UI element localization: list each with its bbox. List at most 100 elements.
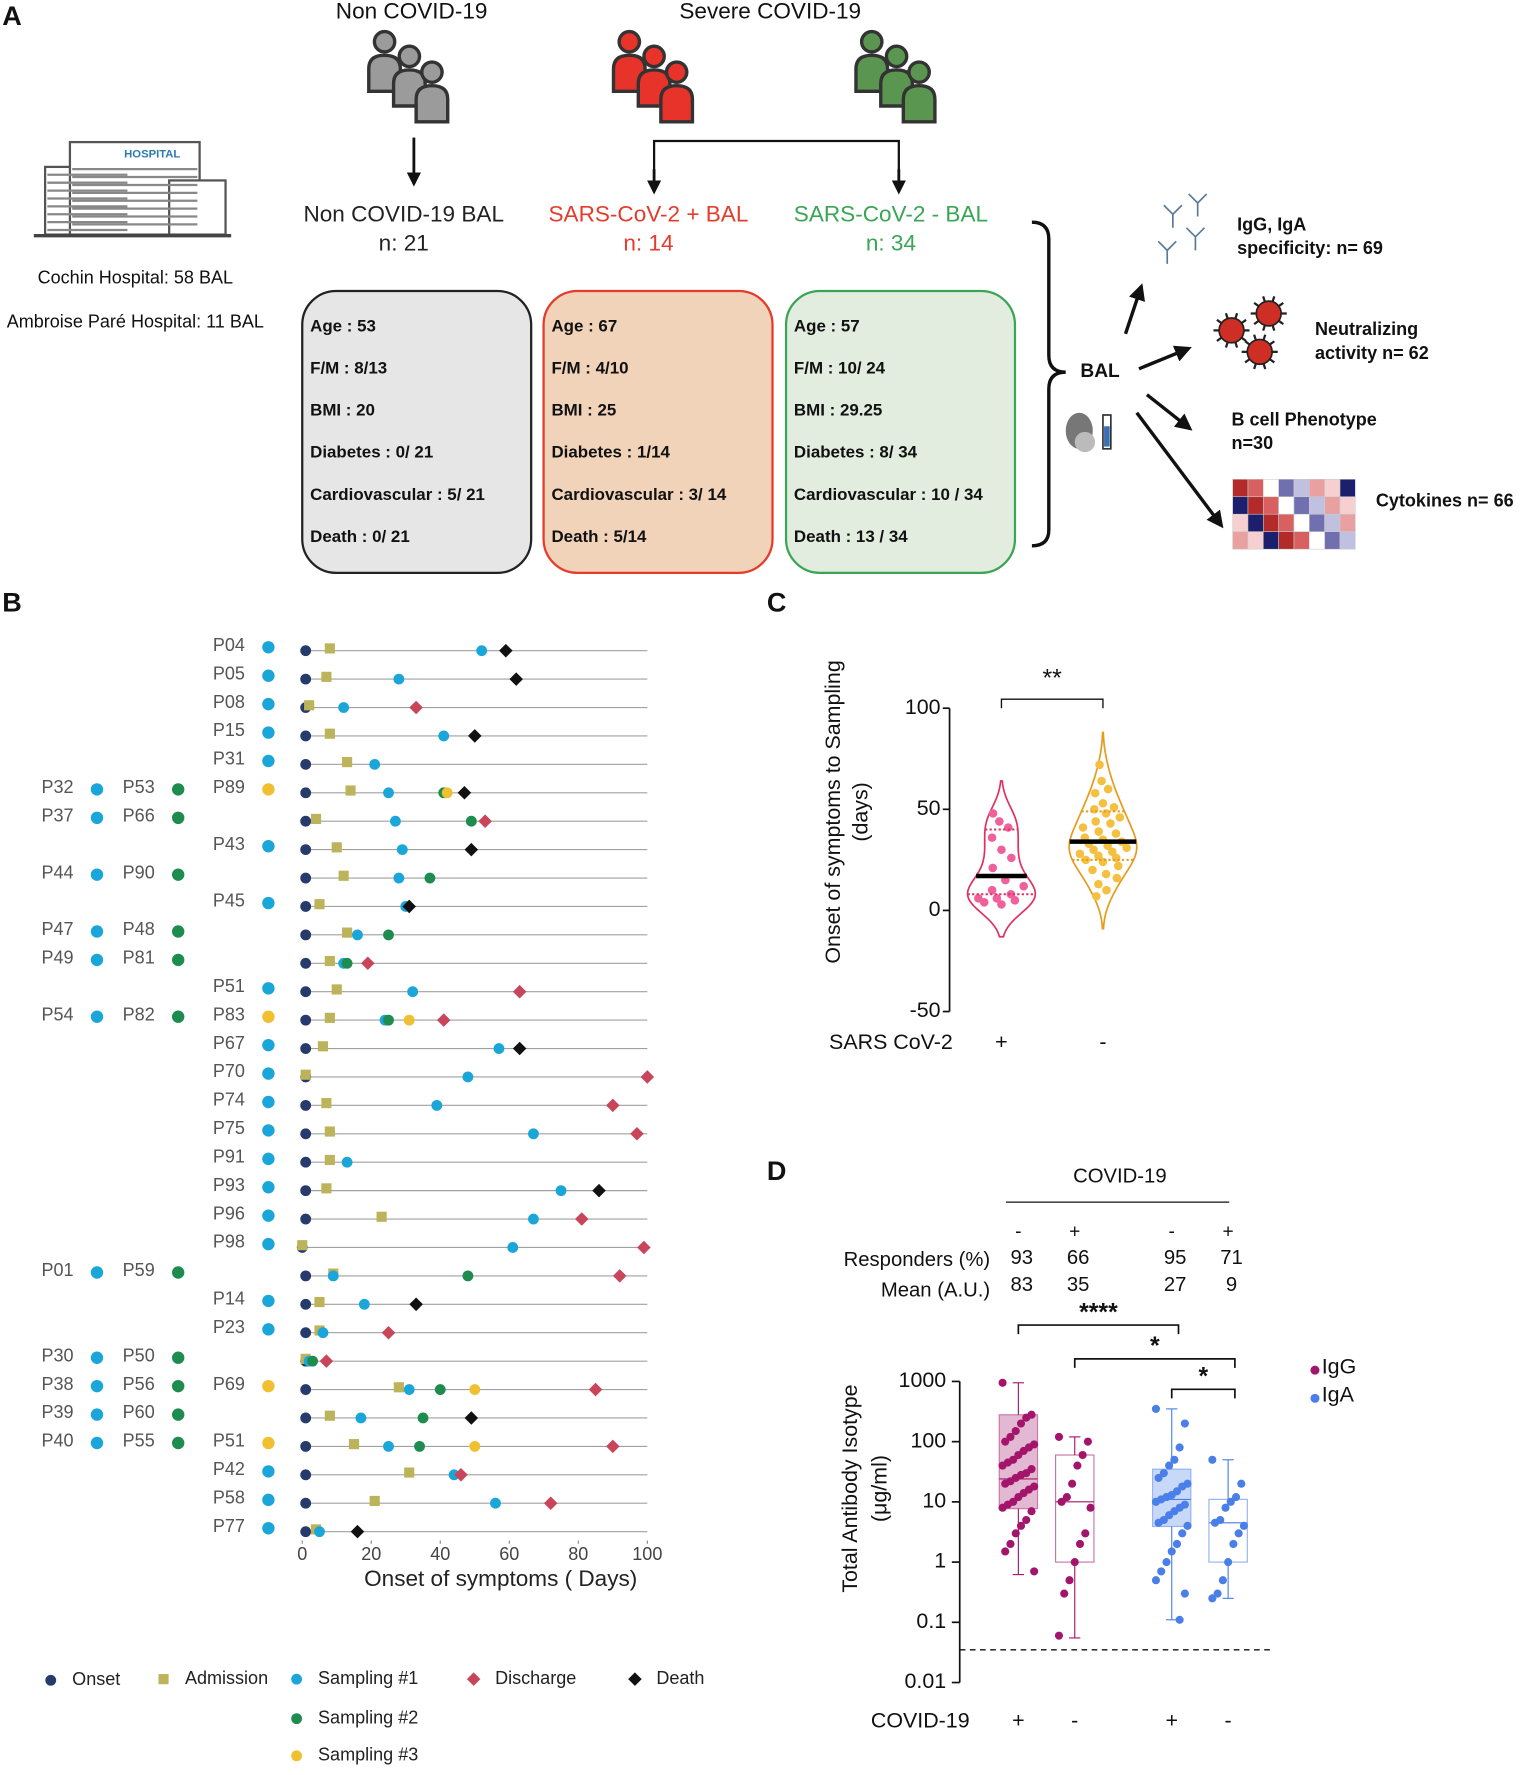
event-marker: [300, 957, 312, 969]
data-point: [1027, 1507, 1036, 1516]
event-marker: [300, 758, 312, 770]
y-tick-label: -50: [910, 998, 941, 1022]
event-marker: [403, 1014, 415, 1026]
data-point: [1014, 1493, 1023, 1502]
data-point: [1068, 1479, 1077, 1488]
data-point: [1006, 889, 1016, 899]
data-point: [1094, 827, 1103, 836]
panel-label: A: [2, 1, 22, 31]
output-label: Cytokines n= 66: [1376, 491, 1514, 511]
data-point: [1089, 845, 1098, 855]
y-tick-label: 50: [917, 796, 941, 820]
patient-label: P37: [41, 805, 73, 825]
table-header: -: [1015, 1222, 1021, 1243]
patient-dot: [90, 1351, 104, 1364]
event-marker: [300, 1128, 312, 1140]
event-marker: [465, 815, 477, 827]
patient-dot: [171, 1351, 185, 1364]
data-point: [1102, 885, 1111, 895]
heatmap-cell: [1247, 531, 1264, 550]
event-marker: [300, 1412, 312, 1424]
patient-dot: [262, 783, 275, 796]
data-point: [1159, 1469, 1168, 1478]
heatmap-cell: [1232, 496, 1249, 515]
patient-label: P55: [123, 1431, 155, 1451]
event-marker: [300, 1526, 312, 1538]
event-marker: [507, 1242, 519, 1253]
y-tick-label: 1000: [899, 1368, 947, 1392]
data-point: [1007, 853, 1016, 863]
event-marker: [543, 1496, 558, 1510]
heatmap-cell: [1278, 513, 1295, 532]
event-marker: [434, 1384, 446, 1395]
event-marker: [528, 1128, 539, 1140]
legend-marker: [1310, 1393, 1320, 1403]
cohort-line: Diabetes : 8/ 34: [794, 443, 918, 462]
legend-item: [628, 1672, 642, 1686]
event-marker: [509, 672, 523, 686]
event-marker: [291, 1750, 303, 1762]
heatmap-cell: [1324, 513, 1341, 532]
data-point: [1178, 1529, 1187, 1538]
event-marker: [640, 1070, 655, 1084]
cohort-line: Cardiovascular : 10 / 34: [794, 485, 983, 504]
significance-bracket: [1073, 1358, 1236, 1368]
virus-spike: [1240, 318, 1247, 325]
data-point: [1057, 1497, 1066, 1506]
heatmap-cell: [1247, 513, 1264, 532]
significance-bracket: [1000, 698, 1104, 709]
heatmap-cell: [1293, 496, 1310, 515]
event-marker: [314, 899, 325, 910]
event-marker: [462, 1270, 474, 1282]
patient-dot: [262, 1209, 275, 1222]
patient-dot: [90, 1436, 104, 1450]
patient-dot: [262, 1436, 275, 1450]
event-marker: [528, 1213, 539, 1225]
legend-item: [291, 1750, 303, 1762]
y-tick-label: 0: [929, 897, 941, 921]
heatmap-cell: [1339, 513, 1356, 532]
patient-dot: [262, 641, 275, 654]
patient-label: P38: [41, 1374, 73, 1394]
legend-item: [291, 1713, 303, 1725]
legend-label: Admission: [185, 1668, 268, 1688]
data-point: [1092, 891, 1101, 901]
x-axis-title: SARS CoV-2: [829, 1030, 953, 1054]
event-marker: [331, 842, 342, 853]
heatmap-cell: [1247, 478, 1264, 498]
data-point: [1210, 1518, 1220, 1527]
patient-label: P90: [123, 862, 155, 882]
event-marker: [468, 729, 482, 743]
legend-marker: [1310, 1365, 1320, 1375]
event-marker: [314, 1296, 325, 1308]
data-point: [1175, 1443, 1184, 1452]
patient-dot: [171, 1266, 185, 1279]
x-axis-title: COVID-19: [871, 1709, 970, 1733]
patient-dot: [262, 1379, 275, 1393]
significance-label: *: [1150, 1333, 1160, 1360]
y-tick-label: 100: [905, 695, 941, 719]
output-label: activity n= 62: [1315, 343, 1429, 363]
significance-bracket: [1170, 1388, 1236, 1399]
x-tick-label: 80: [568, 1544, 588, 1564]
event-marker: [512, 1041, 527, 1056]
person-head: [859, 29, 884, 54]
cohort-line: Cardiovascular : 3/ 14: [551, 485, 726, 504]
patient-label: P58: [213, 1487, 245, 1507]
patient-label: P32: [41, 777, 73, 797]
data-point: [1109, 803, 1119, 812]
cohort-n: n: 34: [866, 231, 916, 256]
event-marker: [324, 643, 335, 654]
patient-dot: [262, 896, 275, 910]
virus-spike: [1244, 340, 1251, 346]
event-marker: [300, 1440, 312, 1452]
heatmap-cell: [1232, 513, 1249, 532]
patient-label: P31: [213, 749, 245, 769]
patient-dot: [171, 953, 185, 967]
patient-label: P05: [213, 663, 245, 683]
event-marker: [300, 1185, 312, 1197]
event-marker: [393, 872, 405, 884]
event-marker: [158, 1674, 169, 1685]
data-point: [1170, 1455, 1179, 1464]
event-marker: [448, 1469, 460, 1481]
